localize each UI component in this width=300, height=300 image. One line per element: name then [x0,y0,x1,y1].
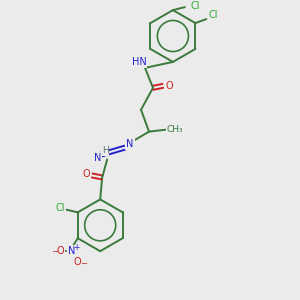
Text: O: O [74,257,82,267]
Text: N: N [94,152,101,163]
Text: O: O [82,169,90,179]
Text: N: N [126,139,134,148]
Text: Cl: Cl [55,203,64,213]
Text: Cl: Cl [208,10,218,20]
Text: CH₃: CH₃ [167,125,183,134]
Text: +: + [74,243,80,252]
Text: −: − [80,259,87,268]
Text: N: N [68,246,76,256]
Text: −: − [51,247,58,256]
Text: O: O [56,246,64,256]
Text: Cl: Cl [190,1,200,11]
Text: HN: HN [132,57,146,67]
Text: O: O [165,81,173,91]
Text: H: H [102,146,109,155]
